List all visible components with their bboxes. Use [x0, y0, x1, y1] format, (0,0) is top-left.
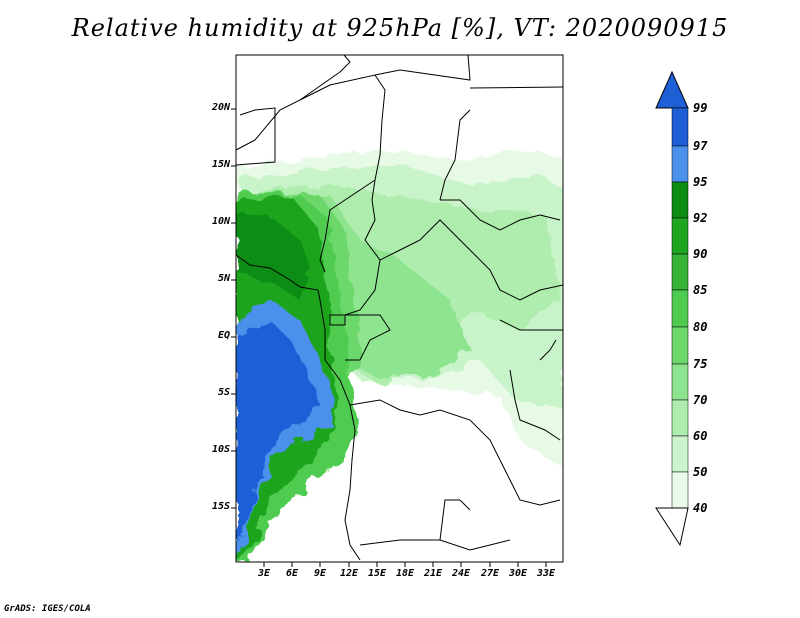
x-tick-label: 27E: [480, 568, 500, 579]
colorbar-label: 99: [693, 101, 708, 115]
axis-ticks: [231, 108, 547, 567]
map-frame-border: [235, 54, 564, 563]
colorbar-label: 92: [693, 211, 708, 225]
colorbar-label: 90: [693, 247, 708, 261]
humidity-field: [236, 55, 563, 562]
map-title: Relative humidity at 925hPa [%], VT: 202…: [71, 14, 729, 42]
colorbar-label: 40: [693, 501, 708, 515]
colorbar-label: 75: [693, 357, 708, 371]
colorbar-label: 60: [693, 429, 708, 443]
colorbar-bottom-arrow: [655, 507, 689, 547]
y-tick-label: 15N: [211, 159, 230, 170]
colorbar-label: 50: [693, 465, 708, 479]
colorbar-label: 95: [693, 175, 708, 189]
y-tick-label: 15S: [211, 501, 230, 512]
y-tick-label: 20N: [211, 102, 230, 113]
y-tick-label: 5S: [217, 387, 230, 398]
y-tick-label: 10S: [211, 444, 230, 455]
x-tick-label: 6E: [285, 568, 299, 579]
x-tick-label: 12E: [339, 568, 359, 579]
colorbar-label: 80: [693, 320, 708, 334]
x-tick-label: 24E: [451, 568, 471, 579]
x-tick-label: 33E: [536, 568, 556, 579]
colorbar-label: 70: [693, 393, 708, 407]
country-borders: [236, 55, 563, 561]
y-tick-label: 10N: [211, 216, 230, 227]
x-tick-label: 9E: [313, 568, 327, 579]
x-tick-label: 21E: [423, 568, 443, 579]
footer-credit: GrADS: IGES/COLA: [4, 604, 91, 614]
x-tick-label: 18E: [395, 568, 415, 579]
x-tick-label: 15E: [367, 568, 387, 579]
colorbar: [655, 70, 689, 547]
x-tick-label: 30E: [508, 568, 528, 579]
humidity-region-97: [236, 320, 320, 540]
humidity-region-92: [236, 215, 310, 300]
y-tick-label: EQ: [217, 330, 230, 341]
colorbar-label: 85: [693, 283, 708, 297]
y-tick-label: 5N: [217, 273, 230, 284]
x-tick-label: 3E: [257, 568, 271, 579]
colorbar-label: 97: [693, 139, 708, 153]
